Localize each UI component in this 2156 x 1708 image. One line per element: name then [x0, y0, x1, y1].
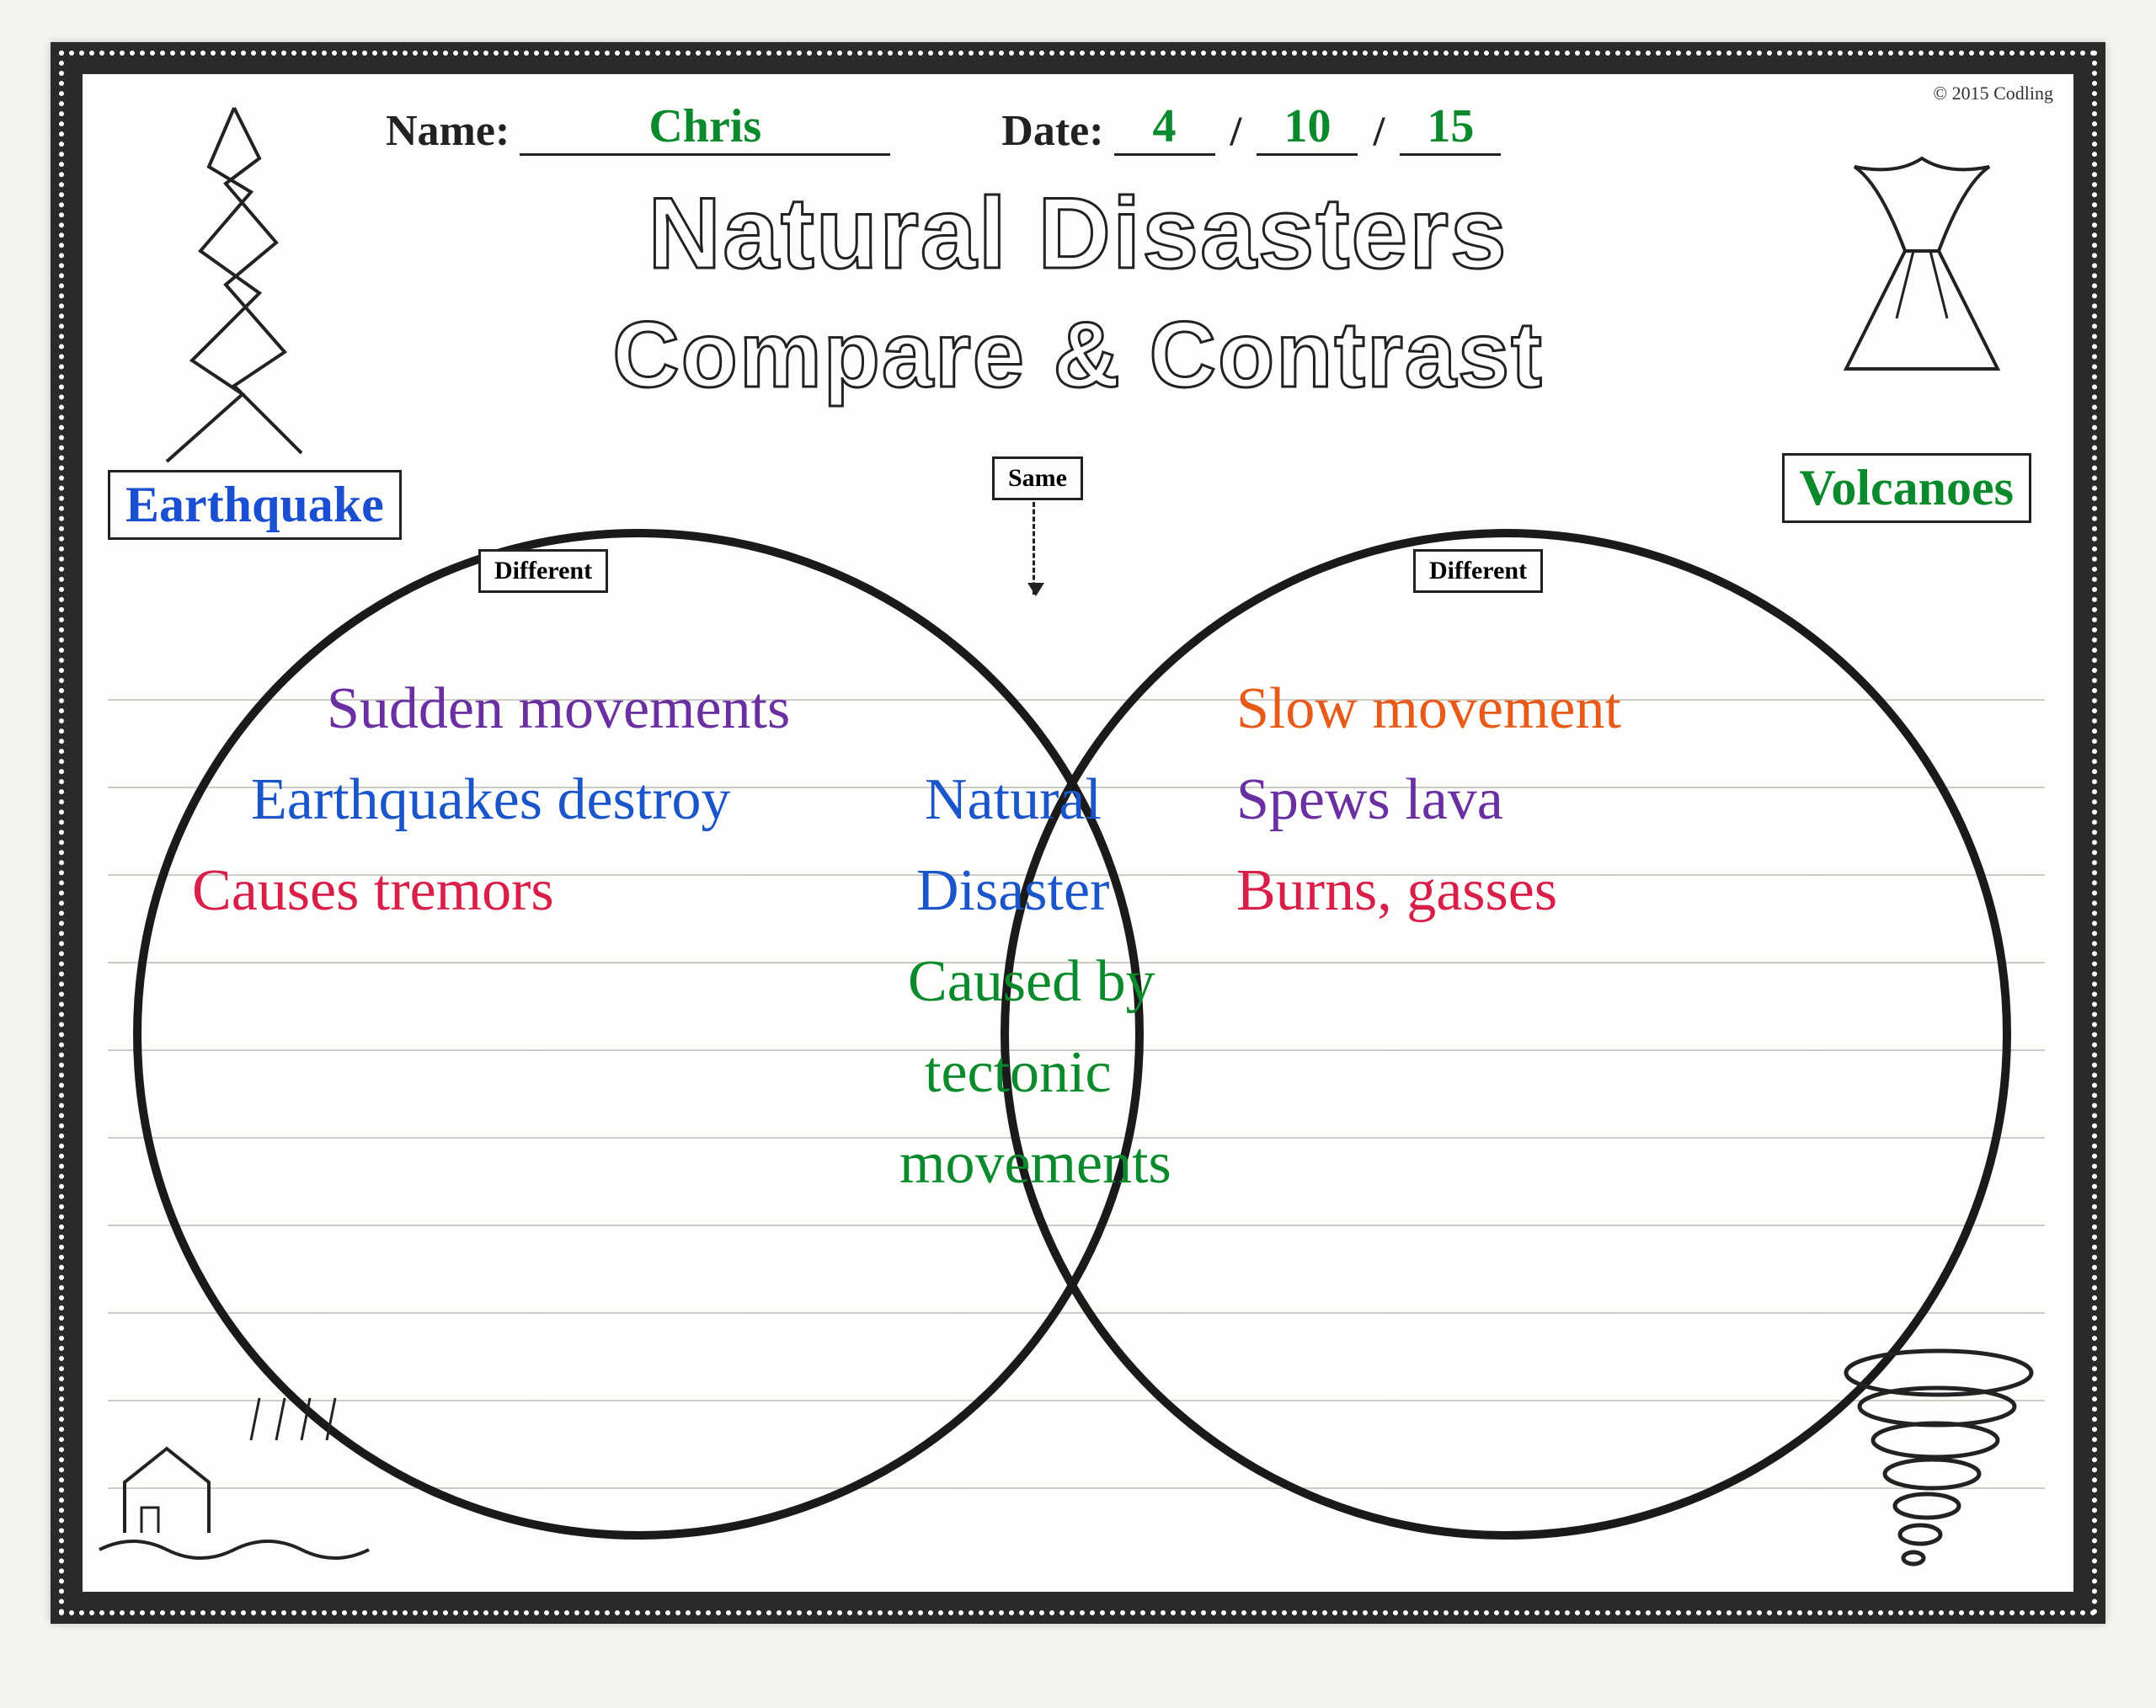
left-item: Sudden movements — [327, 664, 790, 755]
title-line1: Natural Disasters — [83, 175, 2073, 291]
tornado-icon — [1838, 1348, 2040, 1583]
copyright: © 2015 Codling — [1933, 83, 2053, 104]
header: Name: Chris Date: 4 / 10 / 15 — [386, 103, 1767, 170]
earthquake-crack-icon — [108, 99, 360, 470]
date-year[interactable]: 15 — [1400, 99, 1501, 156]
left-item: Earthquakes destroy — [251, 755, 731, 846]
name-value: Chris — [648, 100, 761, 152]
name-label: Name: — [386, 106, 510, 156]
slash: / — [1373, 106, 1385, 155]
date-label: Date: — [1001, 106, 1103, 156]
center-item: Disaster — [916, 846, 1109, 937]
right-subject-label[interactable]: Volcanoes — [1782, 453, 2031, 523]
name-field[interactable]: Chris — [520, 99, 890, 156]
center-item: Natural — [925, 755, 1102, 846]
right-item: Burns, gasses — [1236, 846, 1557, 937]
center-item: tectonic — [925, 1027, 1112, 1118]
different-tag-right: Different — [1413, 549, 1543, 593]
worksheet-page: © 2015 Codling Name: Chris Date: 4 / 10 … — [51, 42, 2105, 1624]
center-item: Caused by — [908, 937, 1155, 1027]
date-day[interactable]: 10 — [1257, 99, 1358, 156]
different-tag-left: Different — [478, 549, 608, 593]
content: © 2015 Codling Name: Chris Date: 4 / 10 … — [83, 74, 2073, 1592]
title-line2: Compare & Contrast — [83, 302, 2073, 408]
center-item: movements — [899, 1118, 1171, 1209]
date-month[interactable]: 4 — [1114, 99, 1215, 156]
slash: / — [1230, 106, 1242, 155]
flood-icon — [91, 1381, 377, 1583]
left-item: Causes tremors — [192, 846, 554, 937]
same-arrow-icon — [1033, 502, 1035, 595]
same-tag: Same — [992, 456, 1083, 500]
right-item: Slow movement — [1236, 664, 1621, 755]
volcano-icon — [1796, 133, 2048, 386]
right-item: Spews lava — [1236, 755, 1503, 846]
